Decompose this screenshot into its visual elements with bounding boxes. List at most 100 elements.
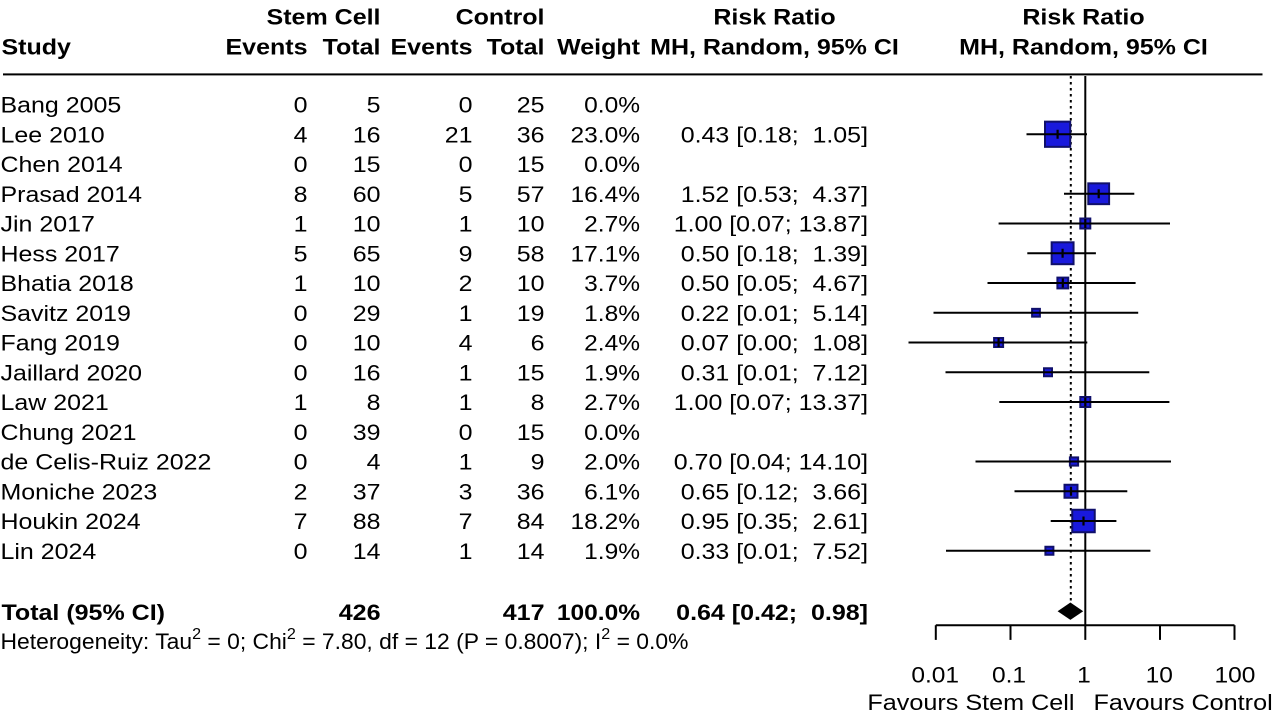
svg-text:0: 0: [294, 420, 308, 446]
svg-text:Jin 2017: Jin 2017: [1, 212, 95, 238]
svg-text:4: 4: [294, 122, 308, 148]
svg-text:84: 84: [517, 509, 545, 535]
svg-text:2.7%: 2.7%: [584, 390, 640, 415]
svg-text:0.1: 0.1: [992, 662, 1026, 687]
svg-text:0.31 [0.01; 7.12]: 0.31 [0.01; 7.12]: [681, 360, 868, 386]
svg-text:5: 5: [294, 241, 308, 267]
svg-text:0.33 [0.01; 7.52]: 0.33 [0.01; 7.52]: [681, 539, 868, 565]
svg-text:Moniche 2023: Moniche 2023: [1, 479, 158, 505]
svg-text:Heterogeneity: Tau2 = 0; Chi2: Heterogeneity: Tau2 = 0; Chi2 = 7.80, df…: [1, 626, 689, 654]
svg-text:4: 4: [459, 331, 473, 357]
svg-text:0: 0: [294, 450, 308, 476]
svg-text:0: 0: [294, 152, 308, 178]
svg-text:Total (95% CI): Total (95% CI): [2, 600, 166, 626]
svg-text:100.0%: 100.0%: [557, 600, 640, 625]
svg-text:Bang 2005: Bang 2005: [1, 93, 122, 119]
svg-text:0: 0: [294, 539, 308, 565]
svg-text:0.50 [0.18; 1.39]: 0.50 [0.18; 1.39]: [681, 241, 868, 267]
svg-text:8: 8: [367, 390, 381, 416]
svg-text:Weight: Weight: [557, 34, 640, 60]
svg-text:1.00 [0.07; 13.37]: 1.00 [0.07; 13.37]: [674, 390, 868, 416]
svg-text:16.4%: 16.4%: [571, 182, 641, 207]
svg-text:2: 2: [459, 271, 473, 297]
svg-text:1: 1: [459, 539, 473, 565]
svg-text:5: 5: [367, 93, 381, 119]
svg-text:MH, Random, 95% CI: MH, Random, 95% CI: [650, 34, 899, 60]
svg-text:1: 1: [1077, 662, 1091, 687]
svg-text:10: 10: [353, 271, 381, 297]
svg-text:17.1%: 17.1%: [571, 241, 641, 266]
svg-text:8: 8: [294, 182, 308, 208]
svg-text:58: 58: [517, 241, 545, 267]
svg-text:1.8%: 1.8%: [584, 301, 640, 326]
svg-text:18.2%: 18.2%: [571, 509, 641, 534]
svg-text:0.0%: 0.0%: [584, 152, 640, 177]
svg-text:MH, Random, 95% CI: MH, Random, 95% CI: [959, 34, 1208, 60]
svg-text:1: 1: [294, 212, 308, 238]
svg-text:Bhatia 2018: Bhatia 2018: [1, 271, 134, 297]
svg-text:0.65 [0.12; 3.66]: 0.65 [0.12; 3.66]: [681, 479, 868, 505]
svg-text:0.64 [0.42; 0.98]: 0.64 [0.42; 0.98]: [676, 600, 868, 626]
svg-text:de Celis-Ruiz 2022: de Celis-Ruiz 2022: [1, 450, 212, 476]
svg-text:14: 14: [517, 539, 545, 565]
svg-text:10: 10: [1146, 662, 1173, 687]
svg-text:Fang 2019: Fang 2019: [1, 331, 120, 357]
svg-text:Prasad 2014: Prasad 2014: [1, 182, 143, 208]
svg-text:0.0%: 0.0%: [584, 93, 640, 118]
svg-text:39: 39: [353, 420, 381, 446]
svg-text:1.52 [0.53; 4.37]: 1.52 [0.53; 4.37]: [681, 182, 868, 208]
svg-text:0: 0: [294, 360, 308, 386]
svg-text:9: 9: [459, 241, 473, 267]
svg-text:100: 100: [1215, 662, 1256, 687]
svg-text:0.95 [0.35; 2.61]: 0.95 [0.35; 2.61]: [681, 509, 868, 535]
svg-text:21: 21: [445, 122, 473, 148]
svg-text:1.9%: 1.9%: [584, 539, 640, 564]
svg-text:Favours Control: Favours Control: [1094, 690, 1273, 715]
svg-text:0.01: 0.01: [911, 662, 959, 687]
svg-text:1: 1: [459, 450, 473, 476]
svg-text:Hess 2017: Hess 2017: [1, 241, 120, 267]
svg-text:1: 1: [294, 390, 308, 416]
svg-text:Risk Ratio: Risk Ratio: [1022, 5, 1144, 31]
svg-text:Savitz 2019: Savitz 2019: [1, 301, 131, 327]
svg-text:0: 0: [294, 331, 308, 357]
svg-text:1: 1: [459, 390, 473, 416]
svg-text:Total: Total: [323, 34, 381, 60]
svg-text:Events: Events: [225, 34, 307, 60]
svg-text:15: 15: [353, 152, 381, 178]
svg-text:Favours Stem Cell: Favours Stem Cell: [867, 690, 1074, 715]
svg-text:Jaillard 2020: Jaillard 2020: [1, 360, 143, 386]
svg-text:0.0%: 0.0%: [584, 420, 640, 445]
svg-text:4: 4: [367, 450, 381, 476]
svg-text:Lee 2010: Lee 2010: [1, 122, 105, 148]
svg-text:19: 19: [517, 301, 545, 327]
svg-text:2.7%: 2.7%: [584, 212, 640, 237]
svg-text:Events: Events: [390, 34, 472, 60]
svg-text:2.0%: 2.0%: [584, 450, 640, 475]
svg-text:88: 88: [353, 509, 381, 535]
svg-text:3.7%: 3.7%: [584, 271, 640, 296]
svg-text:1.00 [0.07; 13.87]: 1.00 [0.07; 13.87]: [674, 212, 868, 238]
svg-text:2: 2: [294, 479, 308, 505]
svg-text:Stem Cell: Stem Cell: [267, 5, 381, 31]
svg-text:36: 36: [517, 479, 545, 505]
svg-text:Study: Study: [2, 34, 72, 60]
svg-text:14: 14: [353, 539, 381, 565]
svg-text:Law 2021: Law 2021: [1, 390, 109, 416]
svg-text:Lin 2024: Lin 2024: [1, 539, 97, 565]
svg-text:29: 29: [353, 301, 381, 327]
svg-text:0.22 [0.01; 5.14]: 0.22 [0.01; 5.14]: [681, 301, 868, 327]
svg-text:0.50 [0.05; 4.67]: 0.50 [0.05; 4.67]: [681, 271, 868, 297]
svg-text:15: 15: [517, 152, 545, 178]
svg-text:8: 8: [531, 390, 545, 416]
svg-text:3: 3: [459, 479, 473, 505]
svg-text:Control: Control: [456, 5, 545, 31]
svg-text:1: 1: [459, 360, 473, 386]
svg-text:Chung 2021: Chung 2021: [1, 420, 137, 446]
svg-text:10: 10: [517, 212, 545, 238]
svg-text:65: 65: [353, 241, 381, 267]
svg-text:0: 0: [294, 301, 308, 327]
svg-text:Risk Ratio: Risk Ratio: [713, 5, 835, 31]
svg-text:0: 0: [459, 420, 473, 446]
svg-text:15: 15: [517, 360, 545, 386]
